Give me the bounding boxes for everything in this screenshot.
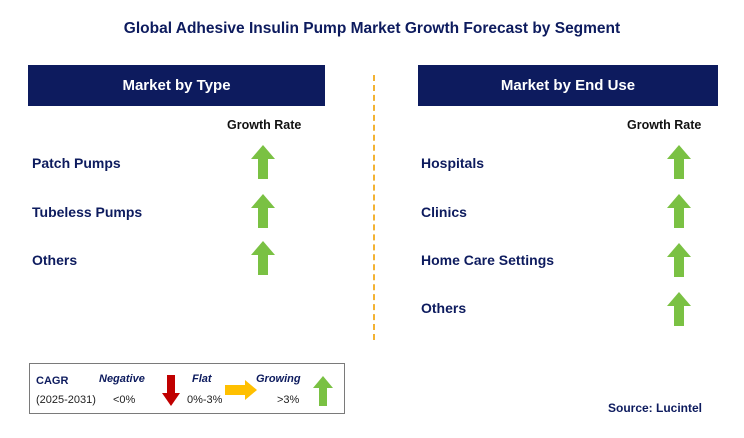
up-arrow-icon	[251, 145, 275, 179]
up-arrow-icon	[251, 241, 275, 275]
up-arrow-icon	[667, 292, 691, 326]
legend-growing-label: Growing	[256, 373, 301, 385]
left-growth-rate-label: Growth Rate	[227, 118, 302, 132]
up-arrow-icon	[667, 243, 691, 277]
right-row-label-clinics: Clinics	[421, 204, 467, 220]
right-row-label-others: Others	[421, 300, 467, 316]
left-row-label-others: Others	[32, 252, 78, 268]
panel-divider	[373, 75, 375, 340]
right-growth-rate-label: Growth Rate	[627, 118, 702, 132]
right-panel-header: Market by End Use	[418, 65, 718, 106]
legend-growing-range: >3%	[277, 394, 300, 406]
legend-cagr-label: CAGR	[36, 375, 69, 387]
source-label: Source: Lucintel	[607, 401, 702, 415]
legend-period-label: (2025-2031)	[36, 394, 96, 406]
up-arrow-icon	[313, 376, 333, 406]
legend-negative-range: <0%	[113, 394, 136, 406]
legend-flat-label: Flat	[192, 373, 212, 385]
legend-flat-range: 0%-3%	[187, 394, 223, 406]
left-panel-header: Market by Type	[28, 65, 325, 106]
page-title: Global Adhesive Insulin Pump Market Grow…	[123, 20, 621, 37]
up-arrow-icon	[667, 145, 691, 179]
cagr-legend	[29, 363, 345, 414]
legend-negative-label: Negative	[99, 373, 145, 385]
left-row-label-tubeless-pumps: Tubeless Pumps	[32, 204, 143, 220]
down-arrow-icon	[162, 375, 180, 406]
right-row-label-home-care-settings: Home Care Settings	[421, 252, 555, 268]
up-arrow-icon	[667, 194, 691, 228]
right-arrow-icon	[225, 380, 257, 400]
left-row-label-patch-pumps: Patch Pumps	[32, 155, 121, 171]
up-arrow-icon	[251, 194, 275, 228]
right-row-label-hospitals: Hospitals	[421, 155, 485, 171]
